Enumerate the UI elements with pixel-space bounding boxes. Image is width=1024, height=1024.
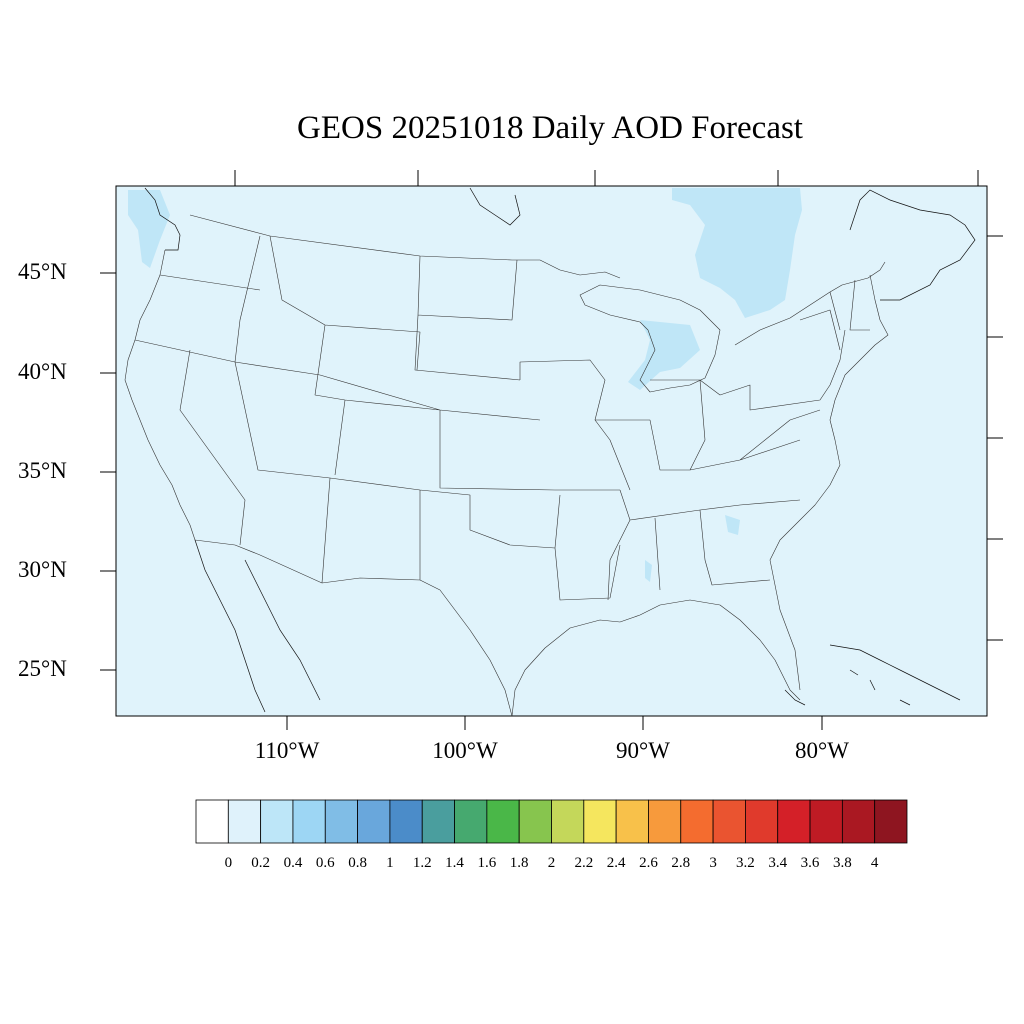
colorbar-tick-label: 1 — [386, 855, 394, 871]
colorbar-swatch — [615, 799, 649, 844]
canada-east-coast — [849, 189, 976, 301]
axis-ticks — [100, 170, 1003, 730]
hudson-bay-coast — [469, 187, 521, 226]
cuba-outline — [829, 644, 961, 701]
colorbar-tick-label: 1.8 — [509, 855, 529, 871]
colorbar-swatch — [486, 799, 520, 844]
colorbar-swatch — [260, 799, 294, 844]
colorbar-swatch — [712, 799, 746, 844]
colorbar-swatch — [551, 799, 585, 844]
colorbar-tick-label: 3.4 — [768, 855, 788, 871]
colorbar-swatch — [518, 799, 552, 844]
colorbar-swatch — [809, 799, 843, 844]
atlantic-coast — [769, 274, 889, 691]
colorbar-swatch — [195, 799, 229, 844]
colorbar-tick-label: 1.4 — [445, 855, 464, 871]
lat-label-45n: 45°N — [18, 259, 67, 284]
aod-patch-lake-michigan — [628, 320, 700, 390]
colorbar-tick-label: 3 — [709, 855, 717, 871]
aod-patch-northwest — [128, 190, 170, 268]
lat-label-35n: 35°N — [18, 458, 67, 483]
baja-california — [194, 539, 266, 713]
map-frame — [115, 185, 988, 717]
colorbar-swatch — [841, 799, 876, 844]
colorbar-swatch — [389, 799, 423, 844]
aod-patch-southeast — [725, 515, 740, 535]
colorbar-tick-label: 4 — [870, 855, 879, 871]
colorbar-tick-label: 3.6 — [800, 855, 820, 871]
colorbar-tick-label: 3.2 — [736, 855, 755, 871]
lon-label-80w: 80°W — [795, 738, 849, 763]
colorbar-swatch — [648, 799, 682, 844]
lon-label-100w: 100°W — [432, 738, 498, 763]
colorbar-tick-label: 2.4 — [606, 855, 626, 871]
state-borders — [124, 214, 889, 717]
map-title: GEOS 20251018 Daily AOD Forecast — [297, 110, 803, 146]
lon-label-90w: 90°W — [616, 738, 670, 763]
state-lines — [134, 235, 870, 601]
aod-overlay — [128, 188, 802, 582]
colorbar-tick-label: 2.6 — [639, 855, 658, 871]
colorbar-tick-label: 1.6 — [477, 855, 497, 871]
aod-patch-canada-east — [672, 188, 802, 318]
coastline-details — [144, 187, 976, 713]
gulf-coast — [511, 599, 801, 717]
colorbar-swatch — [227, 799, 262, 844]
pacific-coast — [124, 249, 196, 541]
us-canada-border-east — [734, 261, 886, 346]
colorbar-swatch — [421, 799, 455, 844]
mexico-gulf-coast — [244, 559, 321, 701]
lat-label-30n: 30°N — [18, 557, 67, 582]
lat-label-25n: 25°N — [18, 656, 67, 681]
colorbar-tick-label: 3.8 — [832, 855, 852, 871]
colorbar-swatch — [874, 799, 908, 844]
colorbar-tick-label: 1.2 — [412, 855, 432, 871]
colorbar-swatch — [292, 799, 326, 844]
colorbar-tick-label: 2.2 — [574, 855, 594, 871]
lon-label-110w: 110°W — [254, 738, 320, 763]
florida-keys — [784, 689, 806, 706]
colorbar-tick-label: 2 — [547, 855, 556, 871]
bahamas-islands — [849, 669, 911, 706]
aod-patch-gulf — [645, 560, 652, 582]
colorbar-tick-label: 0.4 — [283, 855, 303, 871]
colorbar-tick-label: 0.8 — [348, 855, 367, 871]
colorbar-swatch — [454, 799, 488, 844]
us-canada-border — [189, 214, 621, 279]
colorbar-tick-label: 0 — [224, 855, 233, 871]
colorbar-tick-label: 0.6 — [315, 855, 335, 871]
colorbar-swatch — [324, 799, 358, 844]
lat-label-40n: 40°N — [18, 359, 67, 384]
colorbar-swatch — [745, 799, 779, 844]
colorbar-tick-label: 2.8 — [671, 855, 691, 871]
canada-west-coast — [144, 187, 181, 251]
colorbar-tick-label: 0.2 — [251, 855, 270, 871]
colorbar-swatch — [777, 799, 811, 844]
colorbar-swatch — [680, 799, 714, 844]
colorbar-swatch — [357, 799, 391, 844]
colorbar-swatch — [583, 799, 617, 844]
great-lakes-outline — [579, 284, 721, 393]
